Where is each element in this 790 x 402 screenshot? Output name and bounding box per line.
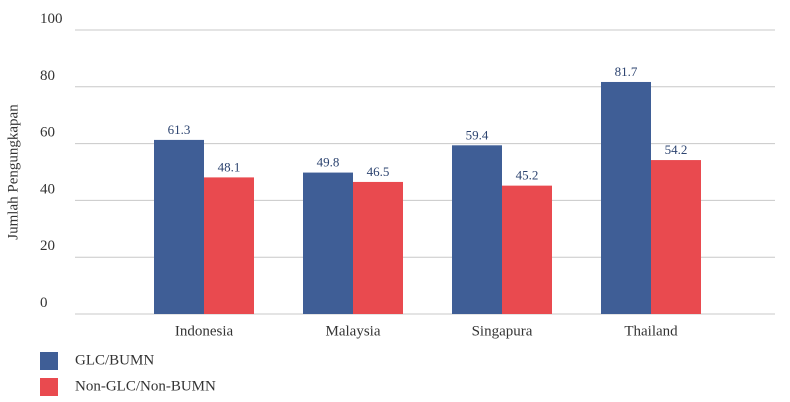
value-label: 49.8 [317, 155, 340, 170]
x-tick-label: Indonesia [175, 323, 234, 339]
bar [154, 139, 204, 314]
y-tick-label: 40 [40, 181, 55, 197]
bar [452, 145, 502, 314]
value-label: 61.3 [168, 122, 191, 137]
x-tick-label: Singapura [472, 323, 533, 339]
bar [303, 172, 353, 314]
x-tick-label: Thailand [624, 323, 678, 339]
legend-swatch [40, 378, 58, 396]
value-label: 48.1 [218, 159, 241, 174]
x-tick-label: Malaysia [326, 323, 381, 339]
value-label: 59.4 [466, 127, 489, 142]
bar [502, 185, 552, 314]
bar [353, 181, 403, 314]
value-label: 46.5 [367, 164, 390, 179]
y-tick-label: 20 [40, 238, 55, 254]
value-label: 45.2 [516, 168, 539, 183]
bar [651, 160, 701, 314]
value-label: 81.7 [615, 64, 638, 79]
y-tick-label: 100 [40, 11, 63, 27]
y-axis-label: Jumlah Pengungkapan [5, 104, 21, 240]
bar [601, 81, 651, 314]
bar [204, 177, 254, 314]
legend-swatch [40, 352, 58, 370]
y-tick-label: 0 [40, 295, 48, 311]
legend-label: Non-GLC/Non-BUMN [75, 378, 216, 394]
y-tick-label: 80 [40, 68, 55, 84]
legend-label: GLC/BUMN [75, 352, 154, 368]
y-tick-label: 60 [40, 125, 55, 141]
value-label: 54.2 [665, 142, 688, 157]
